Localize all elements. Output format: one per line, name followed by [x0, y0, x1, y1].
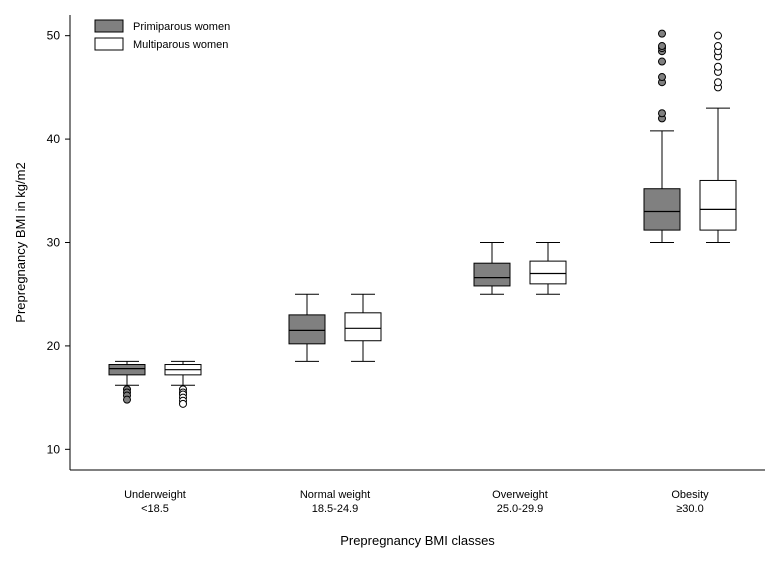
outlier-point: [124, 396, 131, 403]
y-tick-label: 20: [47, 339, 61, 353]
box: [474, 263, 510, 286]
category-range: ≥30.0: [676, 503, 703, 515]
outlier-point: [659, 58, 666, 65]
x-axis-label: Prepregnancy BMI classes: [340, 533, 495, 548]
category-name: Normal weight: [300, 489, 370, 501]
outlier-point: [180, 400, 187, 407]
y-tick-label: 30: [47, 236, 61, 250]
outlier-point: [715, 63, 722, 70]
category-range: <18.5: [141, 503, 169, 515]
legend-label: Primiparous women: [133, 21, 230, 33]
category-name: Obesity: [671, 489, 709, 501]
legend-swatch: [95, 20, 123, 32]
outlier-point: [715, 43, 722, 50]
box: [109, 365, 145, 375]
y-tick-label: 10: [47, 442, 61, 456]
box: [644, 189, 680, 230]
boxplot-chart: 10 20 30 40 50 Prepregnancy BMI in kg/m2 Under…: [0, 0, 778, 571]
category-name: Underweight: [124, 489, 186, 501]
outlier-point: [659, 74, 666, 81]
outlier-point: [715, 79, 722, 86]
box: [700, 180, 736, 230]
category-name: Overweight: [492, 489, 548, 501]
y-tick-label: 40: [47, 132, 61, 146]
legend-label: Multiparous women: [133, 39, 228, 51]
category-range: 18.5-24.9: [312, 503, 358, 515]
legend-swatch: [95, 38, 123, 50]
box: [345, 313, 381, 341]
y-tick-label: 50: [47, 29, 61, 43]
box: [289, 315, 325, 344]
outlier-point: [659, 110, 666, 117]
y-axis-label: Prepregnancy BMI in kg/m2: [13, 162, 28, 322]
category-range: 25.0-29.9: [497, 503, 543, 515]
chart-svg: 10 20 30 40 50 Prepregnancy BMI in kg/m2 Under…: [0, 0, 778, 571]
outlier-point: [659, 43, 666, 50]
box: [530, 261, 566, 284]
outlier-point: [659, 30, 666, 37]
outlier-point: [715, 32, 722, 39]
